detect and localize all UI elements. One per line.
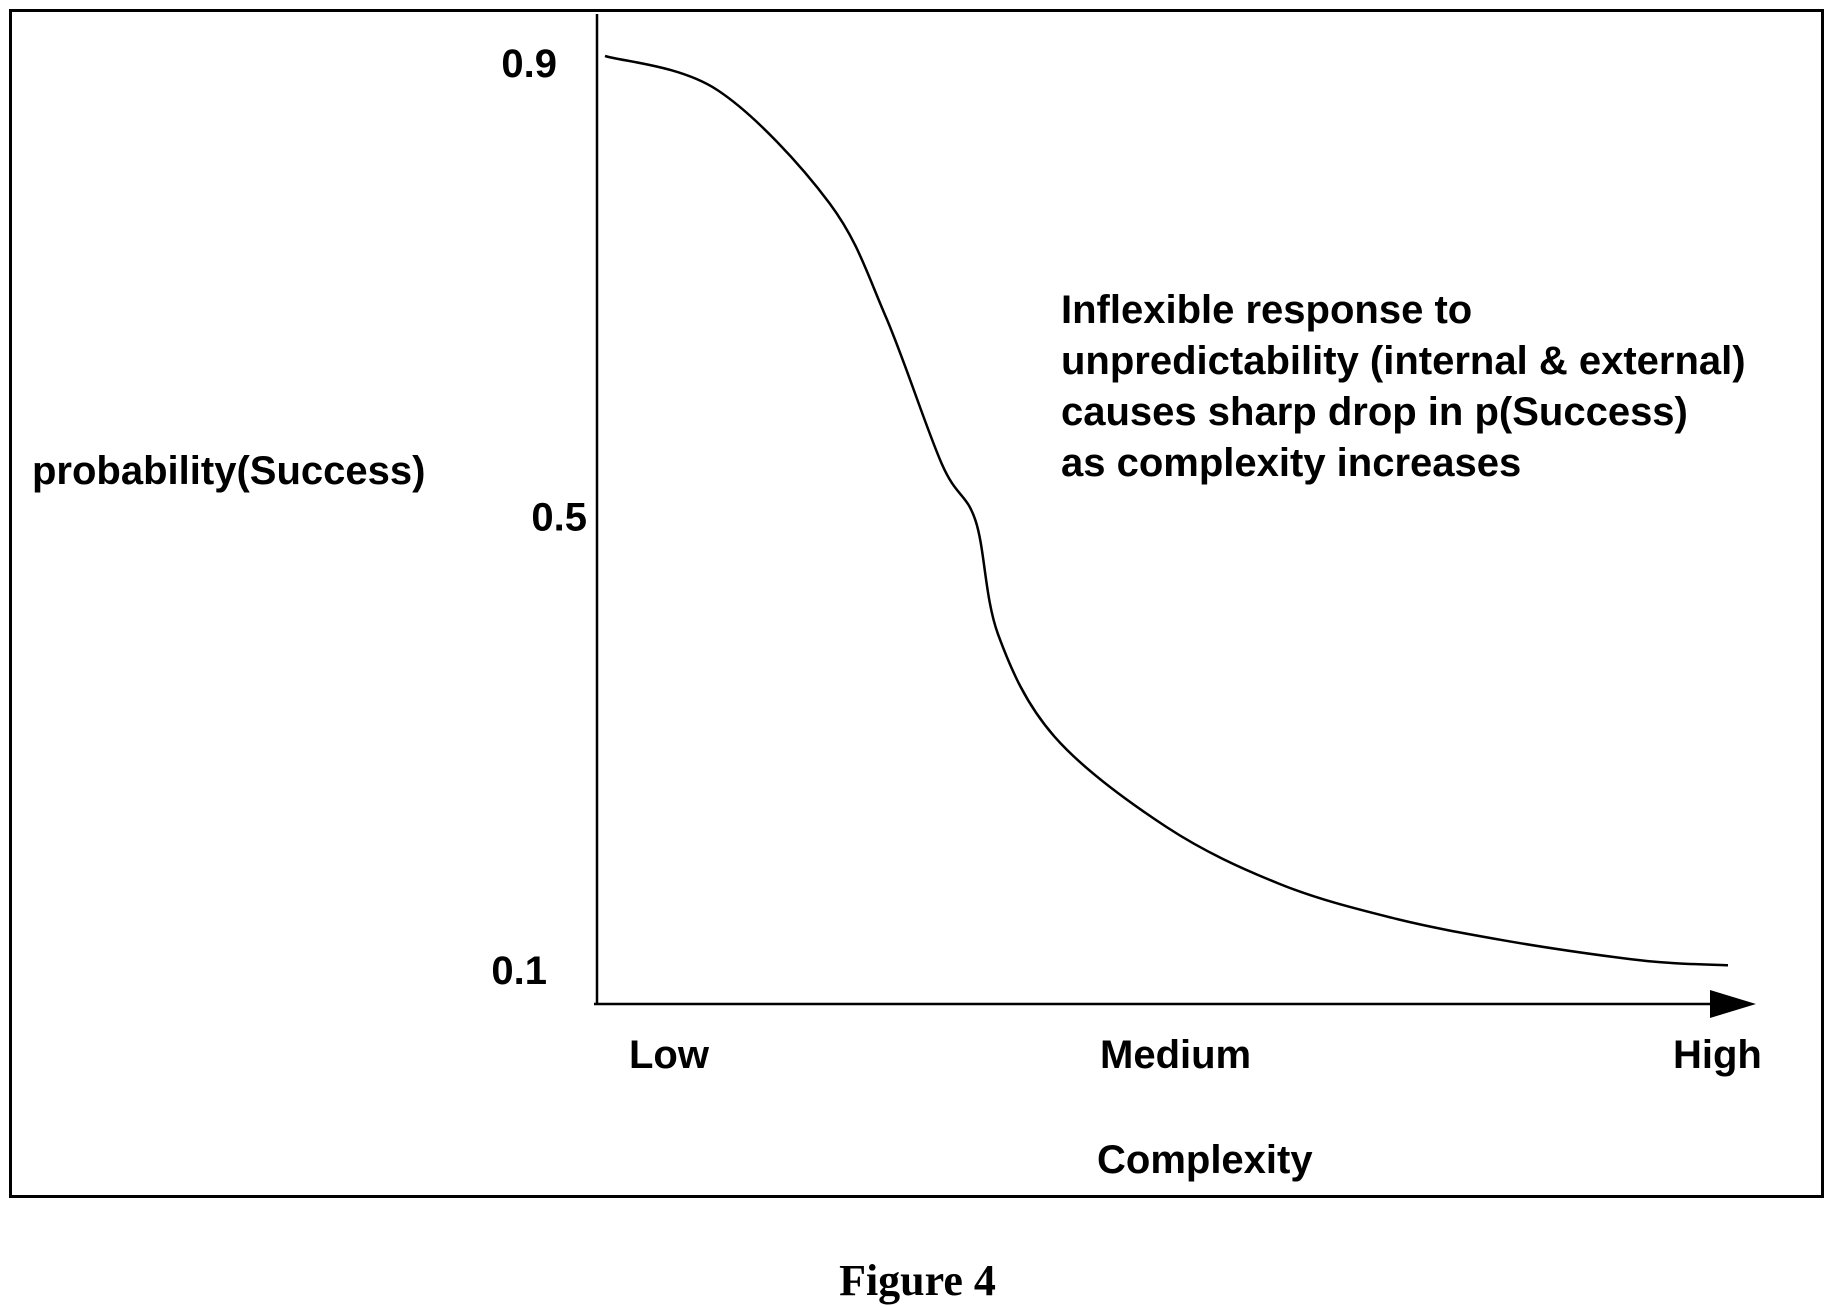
x-tick-label: Medium bbox=[1100, 1033, 1251, 1077]
annotation-line: as complexity increases bbox=[1061, 441, 1521, 485]
annotation-text: Inflexible response to unpredictability … bbox=[1061, 288, 1757, 485]
annotation-line: Inflexible response to bbox=[1061, 288, 1472, 332]
figure-frame bbox=[9, 9, 1824, 1198]
annotation-line: unpredictability (internal & external) bbox=[1061, 339, 1746, 383]
annotation-line: causes sharp drop in p(Success) bbox=[1061, 390, 1688, 434]
y-tick-label: 0.1 bbox=[491, 949, 547, 993]
y-axis-label: probability(Success) bbox=[32, 449, 425, 493]
series-line bbox=[604, 54, 1729, 967]
y-tick-label: 0.5 bbox=[531, 496, 587, 540]
figure-caption: Figure 4 bbox=[839, 1256, 996, 1305]
x-axis-arrowhead bbox=[1710, 990, 1756, 1018]
x-axis-label: Complexity bbox=[1097, 1138, 1313, 1182]
y-tick-labels: 0.9 0.5 0.1 bbox=[491, 42, 587, 993]
x-tick-label: Low bbox=[629, 1033, 710, 1077]
x-tick-labels: Low Medium High bbox=[629, 1033, 1762, 1077]
y-tick-label: 0.9 bbox=[501, 42, 557, 86]
x-tick-label: High bbox=[1673, 1033, 1762, 1077]
